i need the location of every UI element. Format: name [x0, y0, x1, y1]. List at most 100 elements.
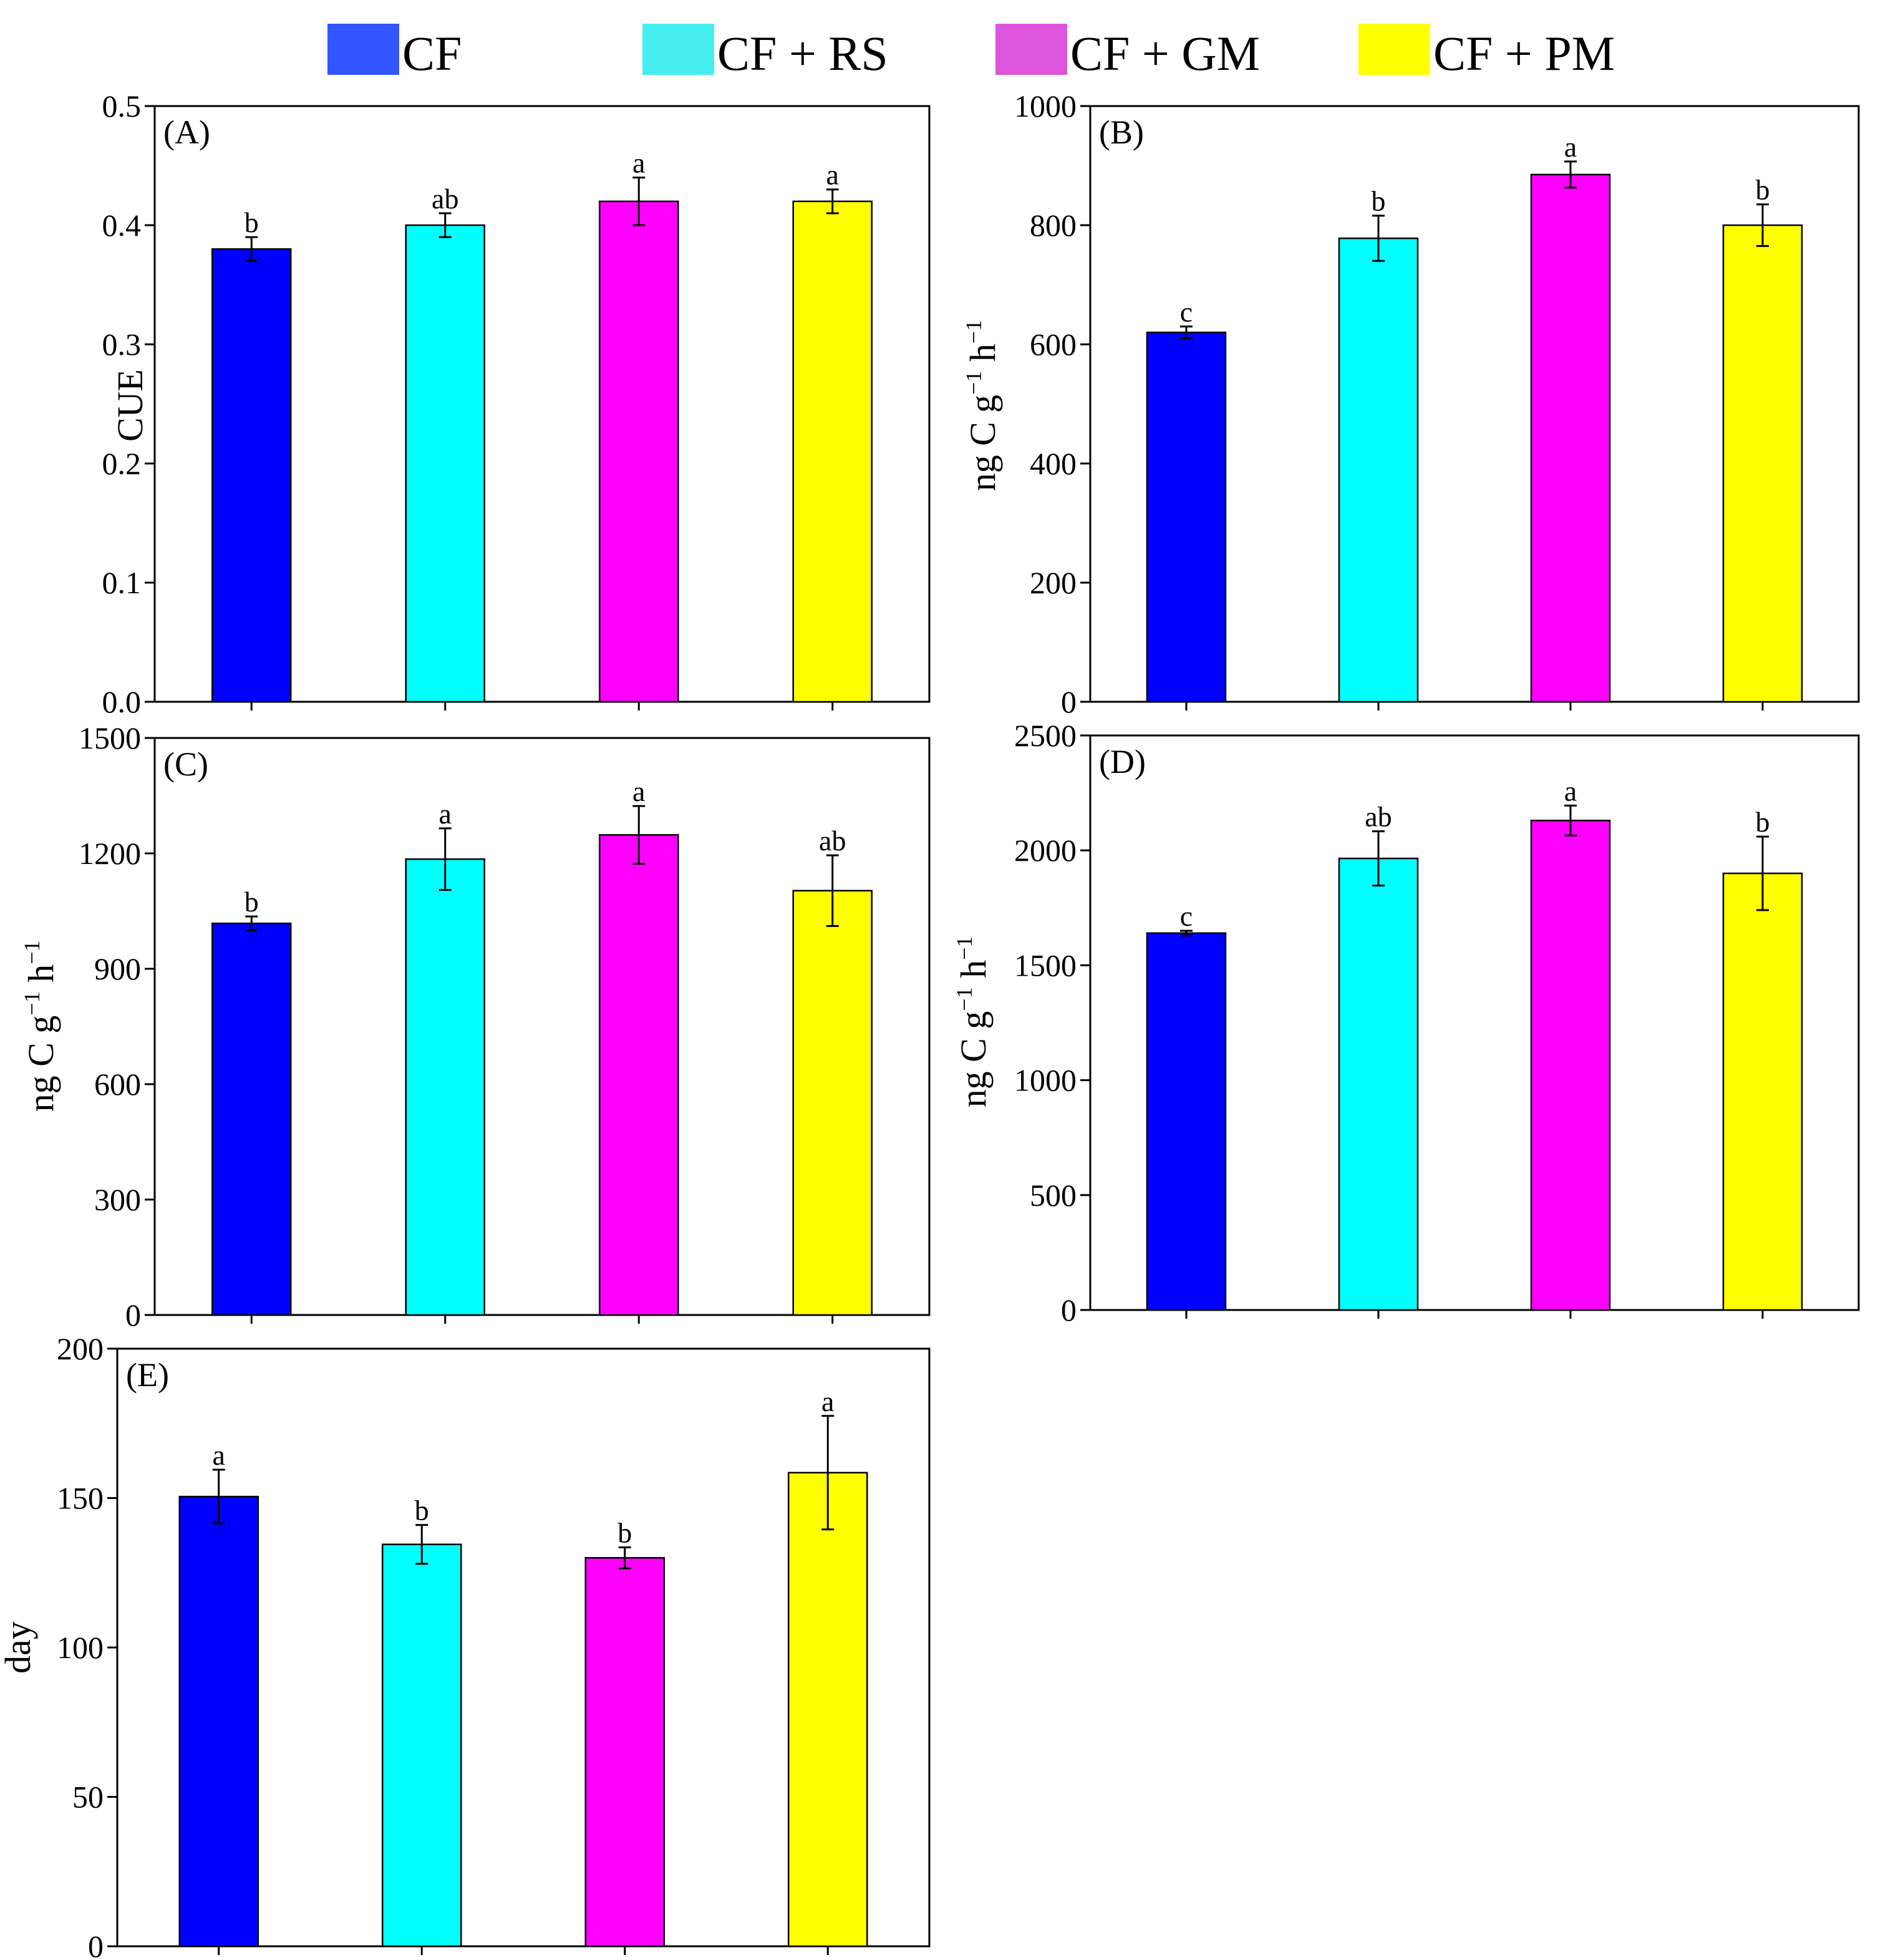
panel-label: (C) [163, 745, 208, 783]
y-axis-title-part: h [953, 960, 994, 987]
plot-frame [153, 105, 931, 703]
y-tick-label: 1200 [79, 836, 141, 871]
y-tick-label: 0.3 [102, 327, 142, 362]
superscript: −1 [19, 941, 44, 964]
y-tick-label: 1500 [79, 720, 141, 755]
bar [788, 1472, 868, 1948]
superscript: −1 [961, 371, 986, 394]
bar [1146, 932, 1227, 1311]
bar [405, 858, 485, 1316]
plot-frame [153, 737, 931, 1316]
legend-label-cf-gm: CF + GM [1070, 26, 1260, 80]
y-tick-label: 0 [1061, 1293, 1077, 1327]
y-tick-label: 0.5 [102, 89, 142, 124]
y-axis-title: ng C g−1 h−1 [19, 941, 61, 1112]
significance-letter: b [244, 886, 259, 918]
bar [584, 1557, 665, 1948]
significance-letter: a [1564, 131, 1577, 163]
significance-letter: b [1756, 806, 1770, 838]
y-tick-label: 1000 [1014, 1063, 1077, 1098]
panel-c: (C) 0 300 600 900 1200 1500 ng C g−1 h−1 b a a ab [19, 720, 931, 1332]
significance-letter: a [439, 798, 452, 830]
bar [1722, 224, 1803, 703]
y-tick-label: 50 [72, 1780, 104, 1815]
panel-e: (E) 0 50 100 150 200 day a b b a [0, 1331, 931, 1960]
bar [599, 834, 679, 1316]
y-axis-title-part: h [962, 344, 1003, 371]
bar [1338, 237, 1419, 703]
panel-a: (A) 0.0 0.1 0.2 0.3 0.4 0.5 CUE b ab a a [102, 89, 931, 719]
significance-letter: a [826, 159, 839, 191]
significance-letter: a [1564, 775, 1577, 807]
legend-label-cf-pm: CF + PM [1433, 26, 1615, 80]
bar [382, 1543, 462, 1948]
y-tick-label: 100 [57, 1630, 104, 1665]
y-tick-label: 1000 [1014, 89, 1077, 124]
significance-letter: c [1180, 296, 1193, 327]
y-axis-title: CUE [110, 369, 150, 442]
significance-letter: b [244, 206, 259, 238]
legend-swatch-cf [327, 24, 399, 75]
significance-letter: b [1756, 174, 1770, 206]
superscript: −1 [952, 936, 977, 960]
bar [405, 224, 485, 703]
legend-swatch-cf-rs [642, 24, 714, 75]
panel-label: (D) [1099, 743, 1146, 780]
y-tick-label: 2000 [1014, 833, 1077, 868]
y-tick-label: 400 [1030, 446, 1077, 481]
panel-b: (B) 0 200 400 600 800 1000 ng C g−1 h−1 c b a b [961, 89, 1860, 719]
significance-letter: a [213, 1439, 225, 1471]
y-tick-label: 300 [94, 1182, 141, 1217]
y-tick-label: 900 [94, 951, 141, 986]
significance-letter: b [617, 1517, 632, 1549]
panel-label: (A) [163, 114, 210, 151]
y-tick-label: 2500 [1014, 718, 1077, 753]
y-tick-label: 800 [1030, 208, 1077, 243]
significance-letter: ab [1365, 801, 1392, 833]
y-tick-label: 0.1 [102, 565, 142, 600]
y-tick-label: 600 [1030, 327, 1077, 362]
y-tick-label: 0 [1061, 684, 1077, 719]
bar [211, 922, 292, 1316]
bar [1530, 820, 1611, 1311]
superscript: −1 [19, 991, 44, 1015]
panel-label: (B) [1099, 114, 1144, 151]
significance-letter: a [632, 775, 645, 807]
bar [1146, 331, 1227, 703]
y-tick-label: 0.0 [102, 684, 142, 719]
significance-letter: c [1180, 900, 1193, 932]
bar [1530, 173, 1611, 703]
bar [599, 200, 679, 703]
significance-letter: b [415, 1495, 429, 1526]
y-tick-label: 1500 [1014, 948, 1077, 982]
legend-label-cf-rs: CF + RS [717, 26, 888, 80]
y-tick-label: 500 [1030, 1178, 1077, 1213]
plot-frame [1089, 105, 1860, 703]
superscript: −1 [952, 987, 977, 1011]
y-tick-label: 200 [1030, 565, 1077, 600]
y-tick-label: 0 [88, 1929, 104, 1960]
y-axis-title: day [0, 1621, 38, 1674]
bar [178, 1495, 259, 1948]
significance-letter: ab [819, 825, 846, 856]
bar [1722, 872, 1803, 1311]
y-tick-label: 200 [57, 1331, 104, 1366]
bar [792, 200, 873, 703]
bar [211, 248, 292, 703]
y-tick-label: 0.4 [102, 208, 142, 243]
plot-frame [1089, 734, 1860, 1311]
panel-label: (E) [126, 1356, 169, 1394]
significance-letter: ab [432, 183, 458, 215]
y-tick-label: 0.2 [102, 446, 142, 481]
legend: CF CF + RS CF + GM CF + PM [327, 24, 1615, 80]
significance-letter: a [821, 1385, 834, 1417]
legend-swatch-cf-gm [995, 24, 1067, 75]
significance-letter: b [1372, 185, 1386, 217]
y-tick-label: 0 [125, 1298, 141, 1332]
y-tick-label: 600 [94, 1067, 141, 1102]
y-axis-title: ng C g−1 h−1 [961, 320, 1003, 492]
bar [1338, 857, 1419, 1311]
legend-label-cf: CF [402, 26, 462, 80]
